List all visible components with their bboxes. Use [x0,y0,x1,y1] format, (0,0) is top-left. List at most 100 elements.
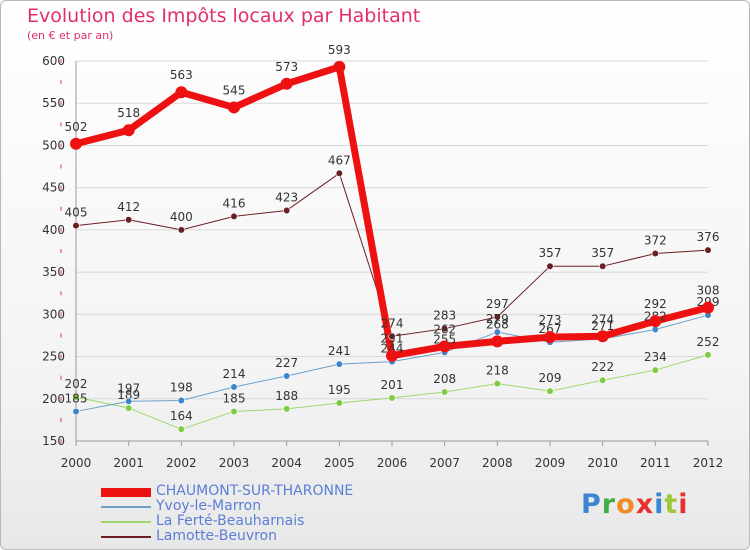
data-point [386,349,398,362]
data-point [702,301,714,314]
data-label: 267 [539,322,562,336]
legend-label: Lamotte-Beuvron [156,528,277,544]
data-point [280,77,293,90]
data-point [230,383,238,391]
data-point [438,340,451,353]
data-point [125,397,133,405]
x-tick-label: 2011 [640,456,671,470]
data-label: 279 [486,312,509,326]
logo-letter: o [616,489,636,520]
data-label: 274 [591,312,614,326]
y-tick-label: 150 [42,434,65,448]
data-point [72,407,80,416]
data-label: 208 [433,372,456,386]
data-point [335,169,343,177]
data-label: 545 [223,83,246,97]
data-point [125,404,133,412]
data-label: 189 [117,388,140,402]
data-point [649,315,662,328]
x-tick-label: 2004 [271,456,302,470]
x-tick-label: 2009 [535,456,566,470]
data-label: 423 [275,190,298,204]
chart-title: Evolution des Impôts locaux par Habitant [27,5,421,27]
data-point [335,360,343,368]
data-point [230,407,238,416]
legend-swatch [101,506,151,508]
data-point [72,222,80,230]
logo-letter: x [635,489,655,520]
data-point [177,425,185,433]
data-label: 274 [381,316,404,330]
data-label: 357 [539,246,562,260]
data-point [177,226,185,234]
y-tick-label: 600 [42,54,65,68]
data-point [228,101,240,114]
data-label: 198 [170,380,193,394]
data-point [493,379,501,388]
data-label: 218 [486,364,509,378]
data-label: 297 [486,297,509,311]
data-label: 283 [433,309,456,323]
data-point [70,137,82,150]
data-label: 227 [275,356,298,370]
y-tick-label: 200 [42,392,65,406]
data-label: 502 [65,120,88,134]
data-label: 222 [591,360,614,374]
x-tick-label: 2007 [429,456,460,470]
data-point [599,262,607,270]
data-label: 357 [591,246,614,260]
data-point [544,331,556,344]
data-point [704,246,712,254]
data-point [230,212,238,220]
x-tick-label: 2001 [113,456,144,470]
legend-swatch [101,521,151,523]
data-point [125,216,133,224]
data-point [651,366,659,374]
data-label: 255 [433,332,456,346]
y-tick-label: 250 [42,350,65,364]
data-label: 234 [644,350,667,364]
chart-subtitle: (en € et par an) [27,29,114,42]
data-point [283,206,291,215]
data-label: 593 [328,43,351,57]
data-label: 563 [170,68,193,82]
data-point [651,249,659,258]
proxiti-logo: Proxiti [581,489,689,520]
data-point [388,394,396,402]
legend-label: La Ferté-Beauharnais [156,513,305,529]
data-point [493,313,501,321]
data-point [441,388,449,396]
data-label: 197 [117,381,140,395]
data-label: 185 [65,391,88,405]
data-label: 262 [433,322,456,336]
x-tick-label: 2010 [587,456,618,470]
y-tick-label: 350 [42,265,65,279]
data-point [651,325,659,334]
data-label: 412 [117,200,140,214]
data-point [491,335,504,348]
y-tick-label: 500 [42,138,65,152]
data-label: 251 [381,332,404,346]
legend-swatch [101,536,151,538]
data-point [388,332,396,340]
data-point [283,372,291,380]
data-point [177,396,185,405]
data-label: 308 [697,284,720,298]
data-label: 195 [328,383,351,397]
data-label: 268 [486,317,509,331]
data-label: 241 [328,344,351,358]
data-label: 252 [697,335,720,349]
data-label: 416 [223,196,246,210]
data-label: 372 [644,234,667,248]
logo-letter: t [664,489,679,520]
legend-label: CHAUMONT-SUR-THARONNE [156,483,354,499]
data-label: 202 [65,377,88,391]
y-tick-label: 450 [42,181,65,195]
data-label: 400 [170,210,193,224]
data-point [333,60,346,73]
data-label: 185 [223,391,246,405]
data-label: 467 [328,153,351,167]
data-label: 518 [117,106,140,120]
x-tick-label: 2006 [377,456,408,470]
